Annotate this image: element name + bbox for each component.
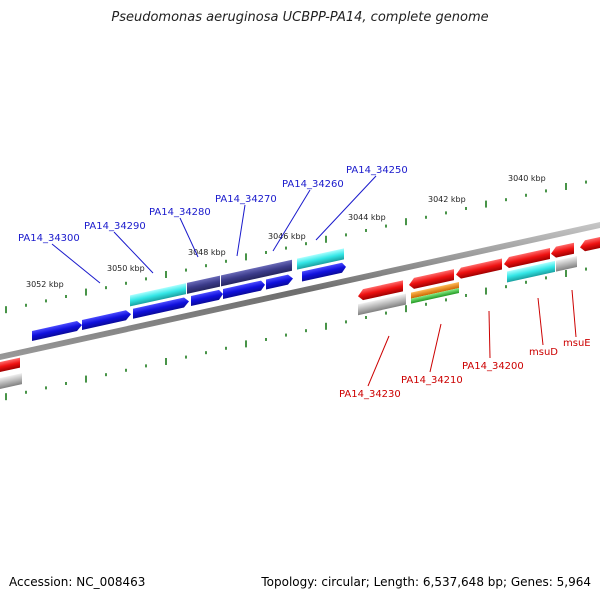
- gene-pa14-34210[interactable]: [409, 269, 454, 290]
- gene-label-pa14-34200[interactable]: PA14_34200: [462, 361, 524, 372]
- gene-pa14-34290[interactable]: [82, 309, 131, 330]
- gene-red-edge-right[interactable]: [580, 237, 600, 252]
- scale-label: 3040 kbp: [508, 174, 546, 183]
- genome-backbone: [0, 222, 600, 360]
- upper-tick-track: [5, 180, 587, 314]
- topology-label: Topology: circular; Length: 6,537,648 bp…: [261, 575, 591, 589]
- gene-pa14-34280[interactable]: [133, 296, 189, 319]
- gene-pa14-34270b[interactable]: [223, 280, 265, 299]
- gene-pa14-34200[interactable]: [456, 258, 502, 280]
- scale-label: 3052 kbp: [26, 280, 64, 289]
- scale-label: 3048 kbp: [188, 248, 226, 257]
- map-title: Pseudomonas aeruginosa UCBPP-PA14, compl…: [111, 10, 489, 25]
- gene-pa14-34300[interactable]: [32, 320, 82, 341]
- gene-label-msud[interactable]: msuD: [529, 347, 558, 358]
- upper-gene-labels: PA14_34300 PA14_34290 PA14_34280 PA14_34…: [18, 165, 408, 244]
- gene-gray-edge-left[interactable]: [0, 373, 22, 389]
- lower-label-lines: [367, 289, 577, 387]
- gene-label-pa14-34280[interactable]: PA14_34280: [149, 207, 211, 218]
- gene-label-pa14-34290[interactable]: PA14_34290: [84, 221, 146, 232]
- gene-gray-1[interactable]: [358, 293, 406, 316]
- scale-label: 3046 kbp: [268, 232, 306, 241]
- gene-cyan-2[interactable]: [297, 248, 344, 270]
- gene-label-pa14-34300[interactable]: PA14_34300: [18, 233, 80, 244]
- upper-strand-genes: [32, 248, 346, 341]
- upper-label-lines: [51, 175, 377, 284]
- scale-label: 3050 kbp: [107, 264, 145, 273]
- gene-label-pa14-34250[interactable]: PA14_34250: [346, 165, 408, 176]
- gene-gray-2[interactable]: [556, 256, 577, 272]
- scale-label: 3042 kbp: [428, 195, 466, 204]
- lower-tick-track: [5, 267, 587, 401]
- gene-purple-1[interactable]: [187, 275, 220, 294]
- gene-msue[interactable]: [551, 242, 574, 259]
- gene-cyan-1[interactable]: [130, 283, 186, 307]
- scale-labels: 3052 kbp 3050 kbp 3048 kbp 3046 kbp 3044…: [26, 174, 546, 289]
- gene-pa14-34250[interactable]: [302, 262, 346, 282]
- gene-cyan-3[interactable]: [507, 260, 555, 283]
- gene-pa14-34230[interactable]: [358, 280, 403, 301]
- gene-pa14-34270a[interactable]: [191, 289, 223, 306]
- gene-label-pa14-34230[interactable]: PA14_34230: [339, 389, 401, 400]
- gene-msud[interactable]: [504, 248, 550, 269]
- lower-gene-labels: PA14_34230 PA14_34210 PA14_34200 msuD ms…: [339, 338, 591, 400]
- gene-orange-green-bottom[interactable]: [411, 288, 459, 304]
- gene-label-pa14-34260[interactable]: PA14_34260: [282, 179, 344, 190]
- scale-label: 3044 kbp: [348, 213, 386, 222]
- gene-purple-2[interactable]: [221, 259, 292, 287]
- accession-label: Accession: NC_008463: [9, 575, 146, 589]
- gene-label-pa14-34270[interactable]: PA14_34270: [215, 194, 277, 205]
- gene-red-edge-left[interactable]: [0, 357, 20, 372]
- gene-label-msue[interactable]: msuE: [563, 338, 591, 349]
- lower-strand-genes: [0, 237, 600, 389]
- gene-pa14-34260[interactable]: [266, 274, 293, 290]
- gene-label-pa14-34210[interactable]: PA14_34210: [401, 375, 463, 386]
- gene-orange-green-top[interactable]: [411, 282, 459, 299]
